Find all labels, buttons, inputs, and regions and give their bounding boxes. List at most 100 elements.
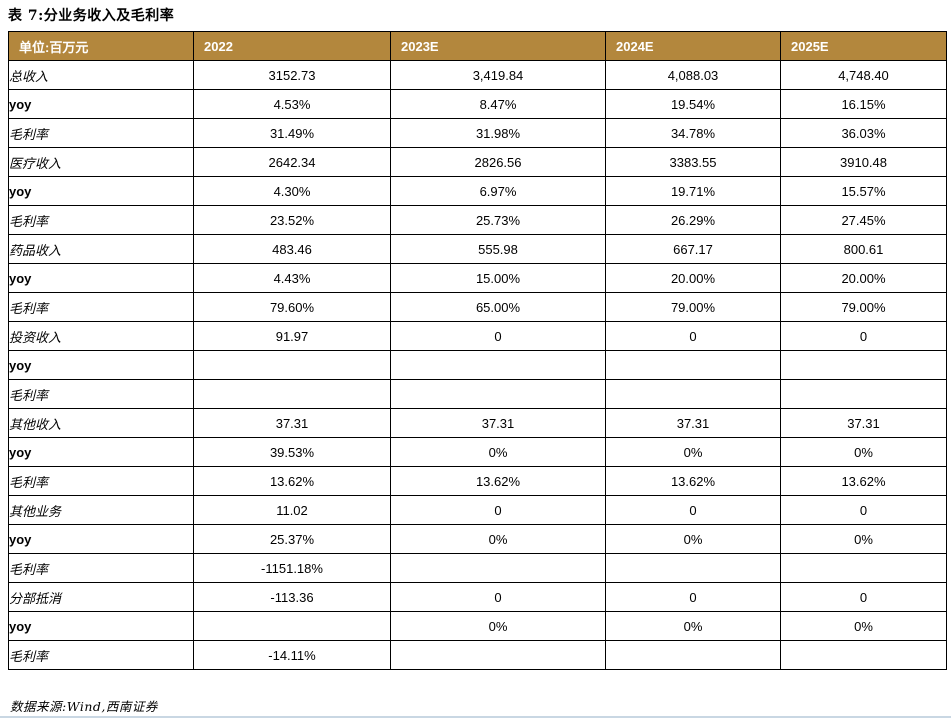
value-cell: 79.60%	[193, 292, 391, 322]
value-cell: 2642.34	[193, 147, 391, 177]
value-cell: -113.36	[193, 582, 391, 612]
value-cell	[780, 379, 947, 409]
value-cell: 36.03%	[780, 118, 947, 148]
value-cell: 0%	[390, 611, 606, 641]
row-label-cell: 医疗收入	[8, 147, 194, 177]
header-2025e-cell: 2025E	[780, 31, 947, 61]
value-cell: 3,419.84	[390, 60, 606, 90]
value-cell: 16.15%	[780, 89, 947, 119]
table-row: yoy 4.43% 15.00% 20.00% 20.00%	[8, 263, 947, 293]
row-label-cell: 其他收入	[8, 408, 194, 438]
value-cell: 20.00%	[780, 263, 947, 293]
table-body: 总收入 3152.73 3,419.84 4,088.03 4,748.40 yoy 4.5…	[8, 60, 947, 670]
value-cell	[390, 553, 606, 583]
value-cell: 0%	[605, 524, 781, 554]
source-note: 数据来源:Wind,西南证券	[10, 699, 158, 714]
value-cell: 0%	[780, 611, 947, 641]
value-cell: 0	[390, 582, 606, 612]
table-row: yoy 4.53% 8.47% 19.54% 16.15%	[8, 89, 947, 119]
value-cell: 37.31	[780, 408, 947, 438]
value-cell: -1151.18%	[193, 553, 391, 583]
value-cell	[193, 611, 391, 641]
value-cell: 11.02	[193, 495, 391, 525]
value-cell: 13.62%	[780, 466, 947, 496]
value-cell: 79.00%	[780, 292, 947, 322]
value-cell: 0%	[390, 524, 606, 554]
value-cell: 3383.55	[605, 147, 781, 177]
row-label-cell: yoy	[8, 263, 194, 293]
value-cell: 25.37%	[193, 524, 391, 554]
value-cell	[390, 379, 606, 409]
table-row: yoy 4.30% 6.97% 19.71% 15.57%	[8, 176, 947, 206]
row-label-cell: yoy	[8, 611, 194, 641]
value-cell: 800.61	[780, 234, 947, 264]
value-cell: 4.53%	[193, 89, 391, 119]
value-cell	[193, 350, 391, 380]
value-cell: 0	[390, 495, 606, 525]
row-label-cell: yoy	[8, 524, 194, 554]
value-cell: 23.52%	[193, 205, 391, 235]
row-label-cell: 投资收入	[8, 321, 194, 351]
row-label-cell: 总收入	[8, 60, 194, 90]
value-cell: 34.78%	[605, 118, 781, 148]
value-cell: 39.53%	[193, 437, 391, 467]
table-row: 毛利率 79.60% 65.00% 79.00% 79.00%	[8, 292, 947, 322]
value-cell: 0%	[780, 524, 947, 554]
table-row: yoy 25.37% 0% 0% 0%	[8, 524, 947, 554]
value-cell: 4.43%	[193, 263, 391, 293]
value-cell: 19.71%	[605, 176, 781, 206]
table-row: yoy 0% 0% 0%	[8, 611, 947, 641]
table-title: 表 7:分业务收入及毛利率	[8, 8, 175, 24]
table-row: 毛利率 -1151.18%	[8, 553, 947, 583]
value-cell: 4,748.40	[780, 60, 947, 90]
row-label-cell: 毛利率	[8, 292, 194, 322]
value-cell: 555.98	[390, 234, 606, 264]
value-cell: 13.62%	[390, 466, 606, 496]
row-label-cell: yoy	[8, 176, 194, 206]
bottom-divider	[0, 716, 951, 718]
value-cell: 15.00%	[390, 263, 606, 293]
value-cell: 4.30%	[193, 176, 391, 206]
value-cell	[605, 640, 781, 670]
value-cell: 37.31	[605, 408, 781, 438]
value-cell: 15.57%	[780, 176, 947, 206]
value-cell: 37.31	[390, 408, 606, 438]
row-label-cell: 其他业务	[8, 495, 194, 525]
value-cell: 0	[780, 582, 947, 612]
table-row: 分部抵消 -113.36 0 0 0	[8, 582, 947, 612]
row-label-cell: 毛利率	[8, 205, 194, 235]
table-row: 毛利率	[8, 379, 947, 409]
table-row: 毛利率 13.62% 13.62% 13.62% 13.62%	[8, 466, 947, 496]
row-label-cell: 毛利率	[8, 118, 194, 148]
value-cell: 8.47%	[390, 89, 606, 119]
value-cell	[605, 350, 781, 380]
value-cell: 13.62%	[605, 466, 781, 496]
value-cell: 31.49%	[193, 118, 391, 148]
value-cell: 26.29%	[605, 205, 781, 235]
table-row: 毛利率 23.52% 25.73% 26.29% 27.45%	[8, 205, 947, 235]
value-cell	[780, 640, 947, 670]
row-label-cell: yoy	[8, 437, 194, 467]
value-cell: 0%	[605, 437, 781, 467]
row-label-cell: 药品收入	[8, 234, 194, 264]
value-cell: -14.11%	[193, 640, 391, 670]
value-cell	[605, 553, 781, 583]
value-cell: 0	[605, 582, 781, 612]
value-cell: 0	[780, 321, 947, 351]
value-cell	[390, 350, 606, 380]
value-cell: 37.31	[193, 408, 391, 438]
table-row: 总收入 3152.73 3,419.84 4,088.03 4,748.40	[8, 60, 947, 90]
value-cell: 0%	[605, 611, 781, 641]
value-cell: 0	[780, 495, 947, 525]
value-cell: 483.46	[193, 234, 391, 264]
table-row: 其他收入 37.31 37.31 37.31 37.31	[8, 408, 947, 438]
table-row: 毛利率 31.49% 31.98% 34.78% 36.03%	[8, 118, 947, 148]
value-cell: 13.62%	[193, 466, 391, 496]
value-cell: 20.00%	[605, 263, 781, 293]
value-cell: 0%	[780, 437, 947, 467]
table-row: yoy	[8, 350, 947, 380]
value-cell	[780, 350, 947, 380]
table-row: 其他业务 11.02 0 0 0	[8, 495, 947, 525]
value-cell	[605, 379, 781, 409]
table-row: 药品收入 483.46 555.98 667.17 800.61	[8, 234, 947, 264]
